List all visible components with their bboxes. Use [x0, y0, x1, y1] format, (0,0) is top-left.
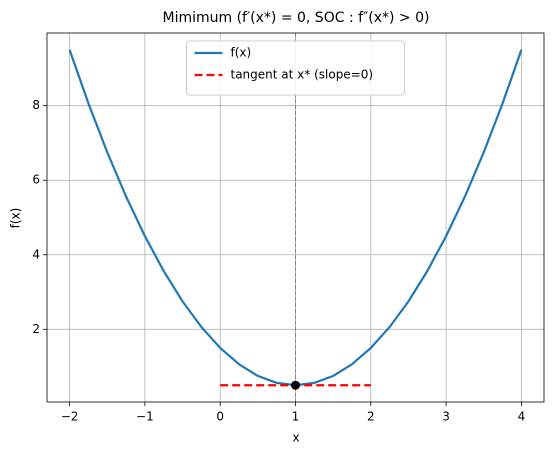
x-tick-label: 0: [216, 410, 224, 424]
legend-label: tangent at x* (slope=0): [231, 68, 374, 82]
x-tick-label: −2: [61, 410, 79, 424]
x-axis-label: x: [292, 431, 299, 445]
x-tick-label: 4: [518, 410, 526, 424]
point: [291, 380, 300, 390]
y-axis-label: f(x): [9, 208, 23, 229]
y-tick-label: 8: [32, 98, 40, 112]
x-tick-label: 2: [367, 410, 375, 424]
y-tick-label: 4: [32, 247, 40, 261]
y-tick-label: 2: [32, 322, 40, 336]
legend-box: [186, 40, 405, 96]
legend-label: f(x): [231, 46, 252, 60]
chart-title: Mimimum (f′(x*) = 0, SOC : f″(x*) > 0): [163, 10, 430, 26]
plot-frame: [46, 32, 545, 403]
x-tick-label: −1: [136, 410, 154, 424]
x-tick-label: 1: [292, 410, 300, 424]
y-tick-label: 6: [32, 173, 40, 187]
x-tick-label: 3: [442, 410, 450, 424]
